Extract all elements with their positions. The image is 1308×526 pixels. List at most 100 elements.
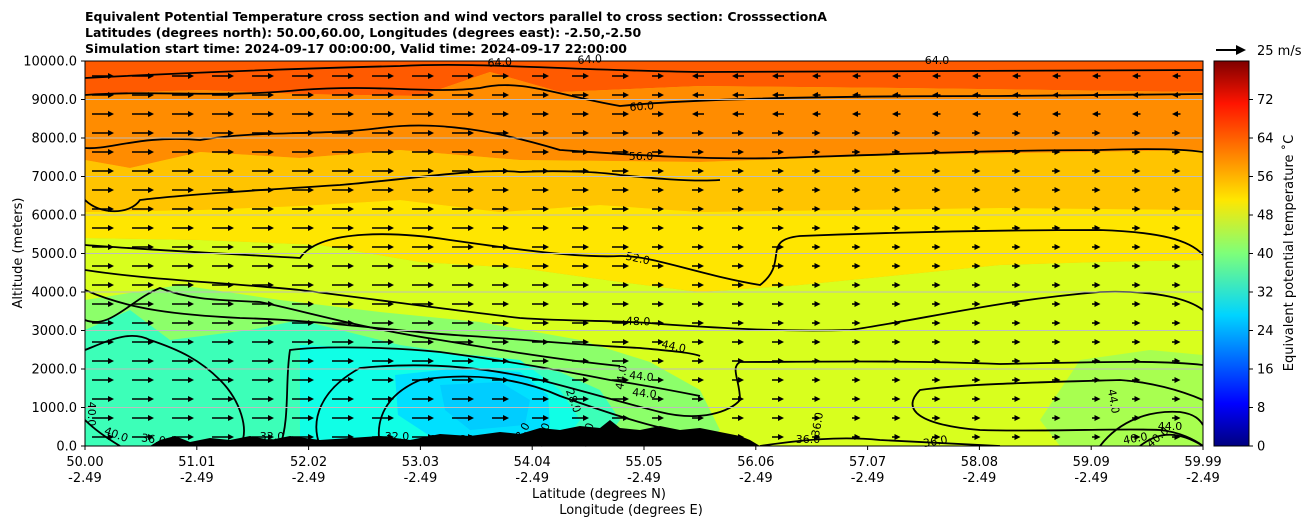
wind-arrow: [1012, 434, 1021, 440]
contour-label: 44.0: [629, 369, 655, 384]
wind-arrow: [412, 415, 434, 421]
wind-arrow: [892, 73, 901, 79]
wind-arrow: [1052, 111, 1061, 117]
wind-arrow: [972, 225, 981, 231]
wind-arrow: [172, 244, 194, 250]
wind-arrow: [92, 130, 114, 136]
wind-arrow: [692, 73, 704, 79]
wind-arrow: [1052, 130, 1061, 136]
wind-arrow: [332, 358, 354, 364]
wind-arrow: [892, 301, 901, 307]
title-line-1: Equivalent Potential Temperature cross s…: [85, 9, 827, 24]
wind-arrow: [612, 358, 629, 364]
wind-arrow: [92, 320, 114, 326]
wind-arrow: [1172, 168, 1181, 174]
wind-arrow: [972, 320, 981, 326]
wind-arrow: [332, 206, 354, 212]
wind-arrow: [812, 396, 821, 402]
wind-arrow: [612, 320, 629, 326]
wind-arrow: [852, 111, 861, 117]
wind-arrow: [612, 434, 629, 440]
colorbar-tick-label: 64: [1257, 132, 1274, 147]
wind-arrow: [1172, 434, 1181, 440]
wind-arrow: [1052, 320, 1061, 326]
y-tick-label: 10000.0: [23, 55, 77, 70]
wind-arrow: [1052, 244, 1061, 250]
wind-arrow: [612, 149, 629, 155]
wind-arrow: [252, 282, 274, 288]
wind-arrow: [892, 377, 901, 383]
wind-arrow: [1172, 206, 1181, 212]
wind-arrow: [452, 301, 474, 307]
wind-arrow: [572, 187, 589, 193]
wind-arrow: [252, 130, 274, 136]
wind-arrow: [1092, 225, 1101, 231]
wind-arrow: [772, 149, 784, 155]
wind-arrow: [1172, 320, 1181, 326]
wind-arrow: [532, 206, 549, 212]
wind-arrow: [692, 149, 704, 155]
wind-arrow: [732, 168, 744, 174]
wind-arrow: [652, 225, 664, 231]
wind-arrow: [652, 301, 664, 307]
wind-arrow: [772, 73, 784, 79]
wind-arrow: [492, 301, 509, 307]
wind-arrow: [692, 244, 704, 250]
wind-arrow: [372, 225, 394, 231]
x-tick-label-lat: 53.03: [402, 455, 439, 470]
wind-arrow: [612, 339, 629, 345]
wind-arrow: [972, 73, 981, 79]
wind-arrow: [332, 244, 354, 250]
wind-arrow: [732, 187, 744, 193]
wind-arrow: [172, 73, 194, 79]
wind-arrow: [572, 263, 589, 269]
wind-arrow: [92, 73, 114, 79]
wind-arrow: [1132, 168, 1141, 174]
wind-arrow: [252, 301, 274, 307]
wind-arrow: [1052, 92, 1061, 98]
y-tick-label: 5000.0: [32, 247, 78, 262]
wind-arrow: [1092, 130, 1101, 136]
wind-arrow: [492, 73, 509, 79]
wind-arrow: [932, 415, 941, 421]
wind-arrow: [852, 206, 861, 212]
wind-arrow: [692, 301, 704, 307]
wind-arrow: [492, 263, 509, 269]
wind-arrow: [972, 339, 981, 345]
wind-arrow: [772, 282, 784, 288]
wind-arrow: [212, 168, 234, 174]
wind-arrow: [1172, 263, 1181, 269]
wind-arrow: [812, 225, 821, 231]
wind-arrow: [1132, 73, 1141, 79]
wind-arrow: [492, 168, 509, 174]
wind-arrow: [452, 377, 474, 383]
wind-arrow: [812, 377, 821, 383]
wind-arrow: [732, 320, 744, 326]
wind-arrow: [932, 358, 941, 364]
wind-arrow: [252, 434, 274, 440]
contour-label: 44.0: [1158, 420, 1183, 433]
wind-arrow: [892, 415, 901, 421]
wind-arrow: [572, 168, 589, 174]
wind-arrow: [332, 130, 354, 136]
wind-arrow: [812, 434, 821, 440]
wind-arrow: [412, 187, 434, 193]
wind-arrow: [92, 149, 114, 155]
wind-arrow: [612, 301, 629, 307]
wind-arrow: [772, 130, 784, 136]
wind-arrow: [732, 282, 744, 288]
wind-arrow: [1172, 377, 1181, 383]
wind-arrow: [852, 415, 861, 421]
wind-arrow: [332, 92, 354, 98]
wind-arrow: [212, 263, 234, 269]
wind-arrow: [452, 415, 474, 421]
wind-arrow: [132, 168, 154, 174]
wind-arrow: [292, 339, 314, 345]
wind-arrow: [292, 434, 314, 440]
wind-arrow: [1092, 434, 1101, 440]
wind-arrow: [292, 92, 314, 98]
wind-vectors: [92, 73, 1181, 440]
wind-arrow: [932, 282, 941, 288]
wind-arrow: [492, 339, 509, 345]
wind-arrow: [292, 377, 314, 383]
